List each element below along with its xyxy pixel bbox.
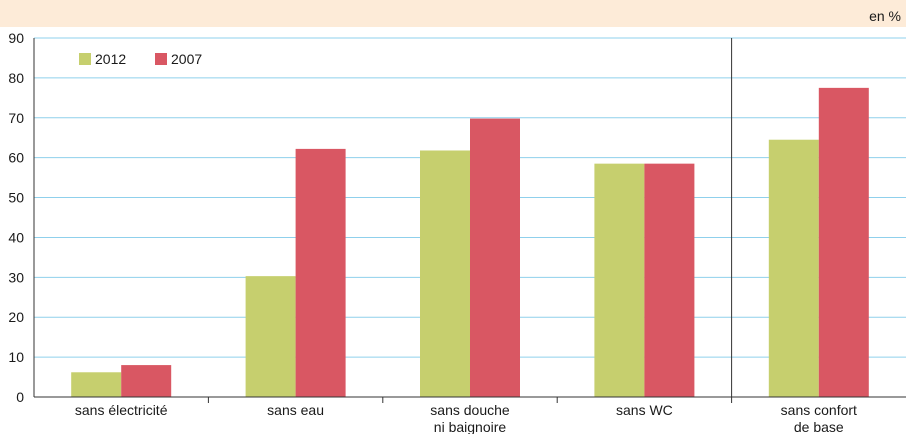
legend-swatch [79, 53, 91, 65]
x-tick-label: sans eau [267, 402, 324, 418]
y-tick-label: 60 [8, 150, 24, 166]
bar-2012 [245, 276, 296, 397]
y-tick-label: 10 [8, 349, 24, 365]
legend-label: 2007 [171, 51, 202, 67]
header-band [0, 0, 906, 27]
bar-2007 [644, 163, 695, 397]
y-tick-label: 50 [8, 190, 24, 206]
x-tick-label: sans douche [430, 402, 510, 418]
unit-label: en % [869, 8, 901, 24]
bar-2007 [818, 87, 869, 397]
axes [33, 38, 906, 403]
bars [71, 87, 869, 397]
bar-2012 [768, 139, 819, 397]
x-tick-label: ni baignoire [434, 419, 507, 434]
x-tick-label: sans WC [616, 402, 673, 418]
legend-swatch [155, 53, 167, 65]
bar-2012 [420, 150, 470, 397]
bar-2007 [470, 118, 520, 397]
y-tick-labels: 0 10 20 30 40 50 60 70 80 90 [8, 30, 24, 405]
y-tick-label: 40 [8, 229, 24, 245]
bar-2007 [295, 148, 346, 397]
y-tick-label: 70 [8, 110, 24, 126]
x-tick-label: de base [794, 419, 844, 434]
y-tick-label: 20 [8, 309, 24, 325]
x-tick-label: sans électricité [75, 402, 168, 418]
y-tick-label: 0 [16, 389, 24, 405]
bar-2012 [71, 372, 122, 397]
x-tick-label: sans confort [781, 402, 857, 418]
legend: 2012 2007 [79, 51, 202, 67]
y-tick-label: 80 [8, 70, 24, 86]
bar-2012 [594, 163, 645, 397]
y-tick-label: 30 [8, 269, 24, 285]
y-tick-label: 90 [8, 30, 24, 46]
bar-2007 [121, 365, 172, 397]
legend-label: 2012 [95, 51, 126, 67]
